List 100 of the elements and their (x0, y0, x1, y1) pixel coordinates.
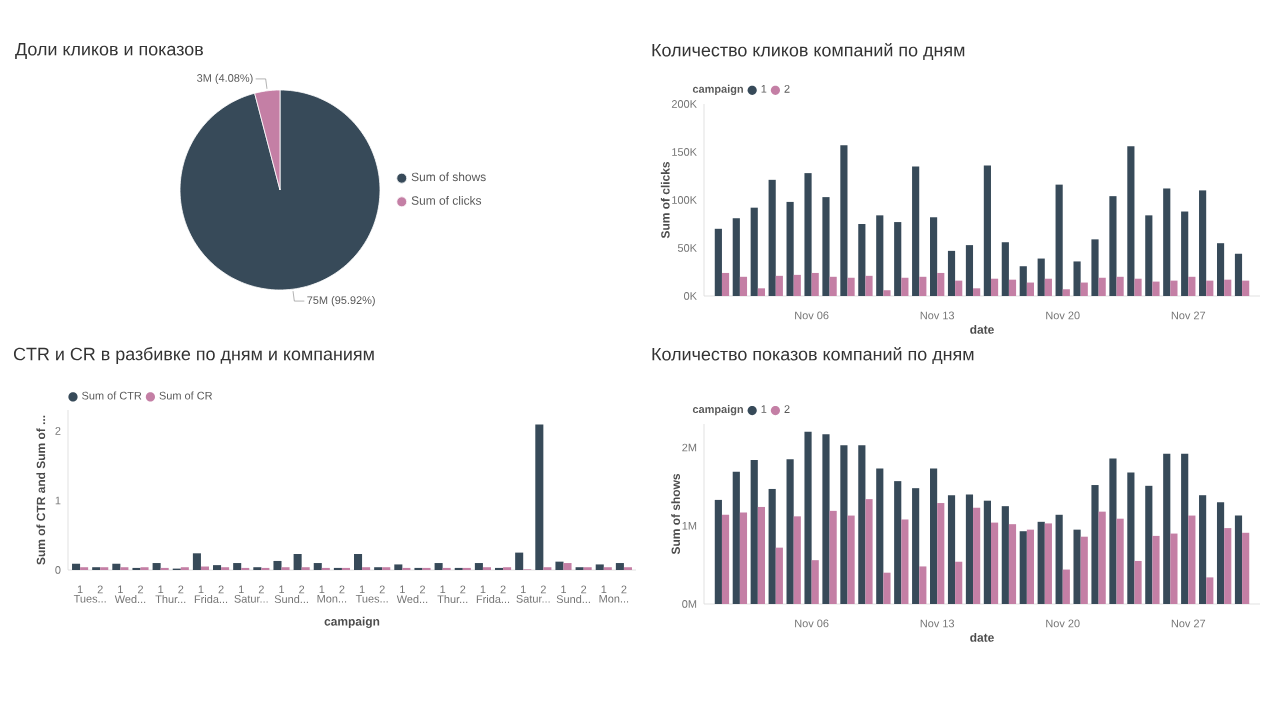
bar (757, 506, 765, 604)
bar (955, 280, 963, 296)
bar (901, 277, 909, 296)
bar (1216, 243, 1225, 296)
bar (293, 554, 302, 570)
bar (775, 547, 783, 604)
bar (313, 563, 322, 570)
bar (739, 512, 748, 604)
bar (858, 445, 866, 604)
bar (1224, 279, 1232, 296)
bar (615, 563, 624, 570)
bar (829, 276, 837, 296)
bar (563, 563, 572, 570)
bar (1026, 529, 1035, 604)
chart-title: CTR и CR в разбивке по дням и компаниям (13, 347, 374, 364)
bar (1001, 506, 1009, 604)
bar (739, 276, 748, 296)
bar (1127, 472, 1135, 604)
bar (1216, 502, 1225, 604)
bar (804, 173, 812, 296)
bar (822, 434, 830, 604)
bar (1008, 524, 1017, 604)
bar (750, 207, 758, 296)
bar (515, 552, 524, 570)
bar (1044, 523, 1052, 604)
bar (973, 288, 981, 296)
bar (1008, 279, 1017, 296)
bar (937, 272, 945, 296)
bar (1188, 515, 1196, 604)
bar (1152, 535, 1160, 604)
bar (894, 222, 902, 296)
bar (965, 245, 974, 296)
bar (793, 516, 801, 604)
bar (1206, 280, 1214, 296)
bar (965, 494, 974, 604)
chart-title: Доли кликов и показов (15, 43, 203, 59)
bar (152, 563, 161, 570)
bar (1055, 514, 1063, 604)
bar (901, 519, 909, 604)
chart-title: Количество показов компаний по дням (652, 347, 974, 364)
bar (894, 481, 902, 604)
bar (1091, 239, 1099, 296)
bar (912, 488, 920, 604)
bar (1037, 258, 1045, 296)
bar (930, 468, 938, 604)
bar (1109, 458, 1117, 604)
bar (973, 507, 981, 604)
bar (990, 522, 999, 604)
bar (829, 510, 837, 604)
bar (804, 431, 812, 604)
bar (840, 145, 848, 296)
bar (876, 215, 884, 296)
bar (714, 499, 722, 604)
bar (1170, 280, 1178, 296)
bar (947, 495, 956, 604)
bar (1062, 289, 1070, 296)
bar (535, 424, 544, 570)
bar (112, 563, 121, 570)
bar (721, 514, 730, 604)
bar (865, 499, 873, 604)
bar (937, 503, 945, 604)
bar (983, 500, 991, 604)
bar (1134, 278, 1142, 296)
bar (858, 223, 866, 296)
bar (1080, 282, 1088, 296)
bar (434, 563, 443, 570)
bar (1062, 569, 1070, 604)
bar (233, 563, 242, 570)
bar (786, 459, 794, 604)
bar (865, 275, 873, 296)
bar (1163, 188, 1171, 296)
bar (1234, 515, 1243, 604)
bar (1037, 521, 1045, 604)
bar (947, 250, 956, 296)
bar (1091, 485, 1099, 604)
bar (1134, 560, 1142, 604)
bar (1109, 196, 1117, 296)
bar (750, 459, 758, 604)
bar (1116, 518, 1124, 604)
bar (912, 166, 920, 296)
bar (474, 563, 483, 570)
bar (1044, 278, 1052, 296)
bar (1026, 282, 1035, 296)
bar (1181, 453, 1189, 604)
bar (1234, 253, 1243, 296)
bar (883, 572, 891, 604)
bar (1163, 453, 1171, 604)
bar (354, 554, 363, 570)
bar (822, 197, 830, 296)
bar (273, 560, 282, 570)
bar (775, 275, 783, 296)
bar (919, 276, 927, 296)
bar (919, 566, 927, 604)
bar (1145, 485, 1153, 604)
bar (1127, 146, 1135, 296)
bar (1019, 266, 1027, 296)
bar (714, 228, 722, 296)
bar (1073, 261, 1081, 296)
bar (1019, 531, 1027, 604)
bar (1098, 277, 1106, 296)
